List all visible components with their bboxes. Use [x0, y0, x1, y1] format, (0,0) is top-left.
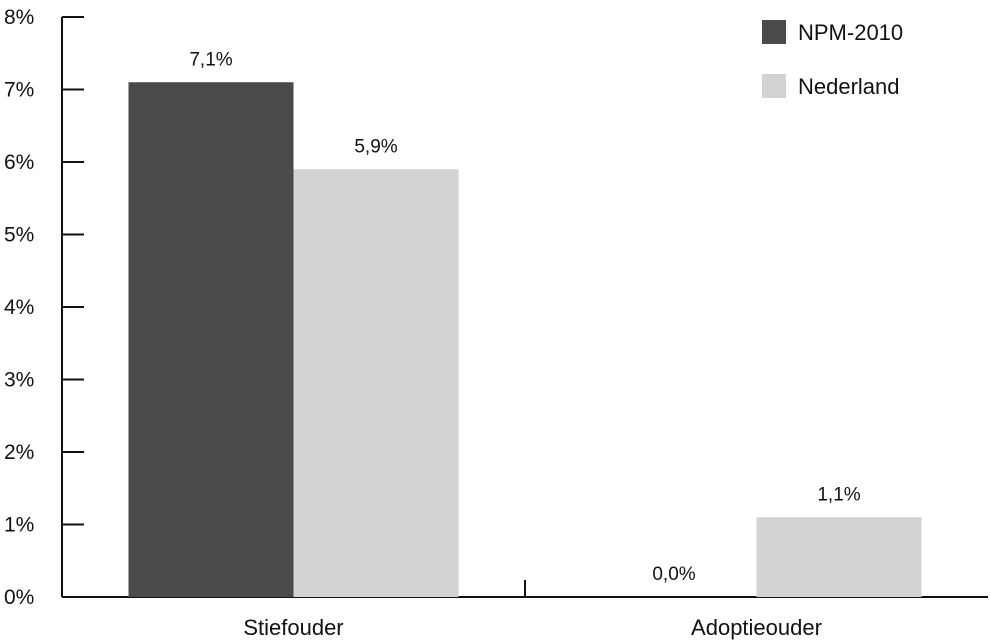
legend-label: NPM-2010 [798, 20, 903, 45]
y-tick-label: 6% [4, 151, 34, 174]
y-tick-label: 1% [4, 514, 34, 537]
legend-swatch [762, 74, 786, 98]
data-label: 7,1% [189, 49, 232, 70]
data-label: 0,0% [652, 564, 695, 585]
legend-swatch [762, 20, 786, 44]
y-tick-label: 0% [4, 586, 34, 609]
x-category-label: Stiefouder [243, 615, 343, 640]
y-tick-label: 4% [4, 296, 34, 319]
bars: 7,1% 5,9% 0,0% 1,1% [128, 49, 922, 597]
y-tick-label: 2% [4, 441, 34, 464]
x-category-label: Adoptieouder [691, 615, 822, 640]
y-axis: 0% 1% 2% 3% 4% 5% 6% 7% 8% [4, 6, 84, 609]
legend: NPM-2010 Nederland [762, 20, 903, 99]
y-tick-label: 7% [4, 79, 34, 102]
data-label: 1,1% [817, 484, 860, 505]
bar [293, 169, 459, 597]
bar [128, 82, 294, 597]
bar [756, 517, 922, 597]
data-label: 5,9% [354, 136, 397, 157]
y-tick-label: 8% [4, 6, 34, 29]
y-tick-label: 3% [4, 369, 34, 392]
y-tick-label: 5% [4, 224, 34, 247]
legend-label: Nederland [798, 74, 900, 99]
